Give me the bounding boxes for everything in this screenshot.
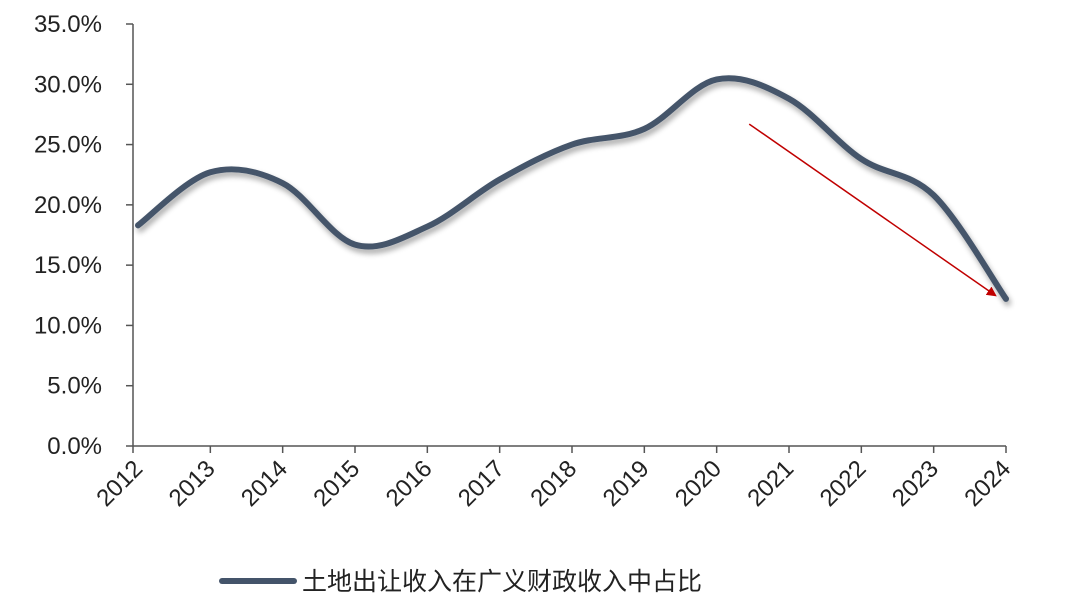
plot-area	[135, 75, 1009, 302]
x-tick-label: 2017	[453, 455, 510, 512]
data-point	[280, 180, 286, 186]
y-tick-label: 30.0%	[34, 71, 102, 98]
data-point	[1003, 296, 1009, 302]
data-point	[497, 177, 503, 183]
y-tick-label: 0.0%	[47, 433, 102, 460]
data-point	[135, 222, 141, 228]
x-tick-label: 2013	[164, 455, 221, 512]
y-tick-label: 35.0%	[34, 11, 102, 38]
y-tick-label: 5.0%	[47, 373, 102, 400]
x-tick-label: 2018	[525, 455, 582, 512]
x-tick-label: 2024	[959, 455, 1016, 512]
x-tick-label: 2012	[91, 455, 148, 512]
y-tick-label: 25.0%	[34, 132, 102, 159]
data-point	[786, 96, 792, 102]
y-tick-label: 15.0%	[34, 252, 102, 279]
data-point	[352, 242, 358, 248]
series-line	[135, 75, 1009, 302]
data-point	[858, 156, 864, 162]
x-tick-label: 2014	[236, 455, 293, 512]
x-tick-label: 2016	[381, 455, 438, 512]
x-tick-label: 2015	[308, 455, 365, 512]
x-tick-label: 2022	[815, 455, 872, 512]
x-tick-label: 2019	[598, 455, 655, 512]
data-point	[569, 142, 575, 148]
x-tick-label: 2021	[742, 455, 799, 512]
x-tick-label: 2023	[887, 455, 944, 512]
annotation-layer	[748, 123, 997, 297]
data-point	[714, 76, 720, 82]
trend-arrow	[748, 123, 997, 297]
data-point	[931, 192, 937, 198]
legend-label: 土地出让收入在广义财政收入中占比	[302, 567, 702, 596]
data-point	[641, 126, 647, 132]
legend: 土地出让收入在广义财政收入中占比	[219, 567, 702, 596]
data-point	[207, 169, 213, 175]
y-axis: 0.0% 5.0% 10.0% 15.0% 20.0% 25.0% 30.0% 35.0%	[34, 11, 134, 460]
y-tick-label: 20.0%	[34, 192, 102, 219]
x-tick-label: 2020	[670, 455, 727, 512]
data-point	[424, 224, 430, 230]
x-axis: 2012 2013 2014 2015 2016 2017 2018 2019 2020 2021…	[91, 445, 1016, 512]
y-tick-label: 10.0%	[34, 312, 102, 339]
